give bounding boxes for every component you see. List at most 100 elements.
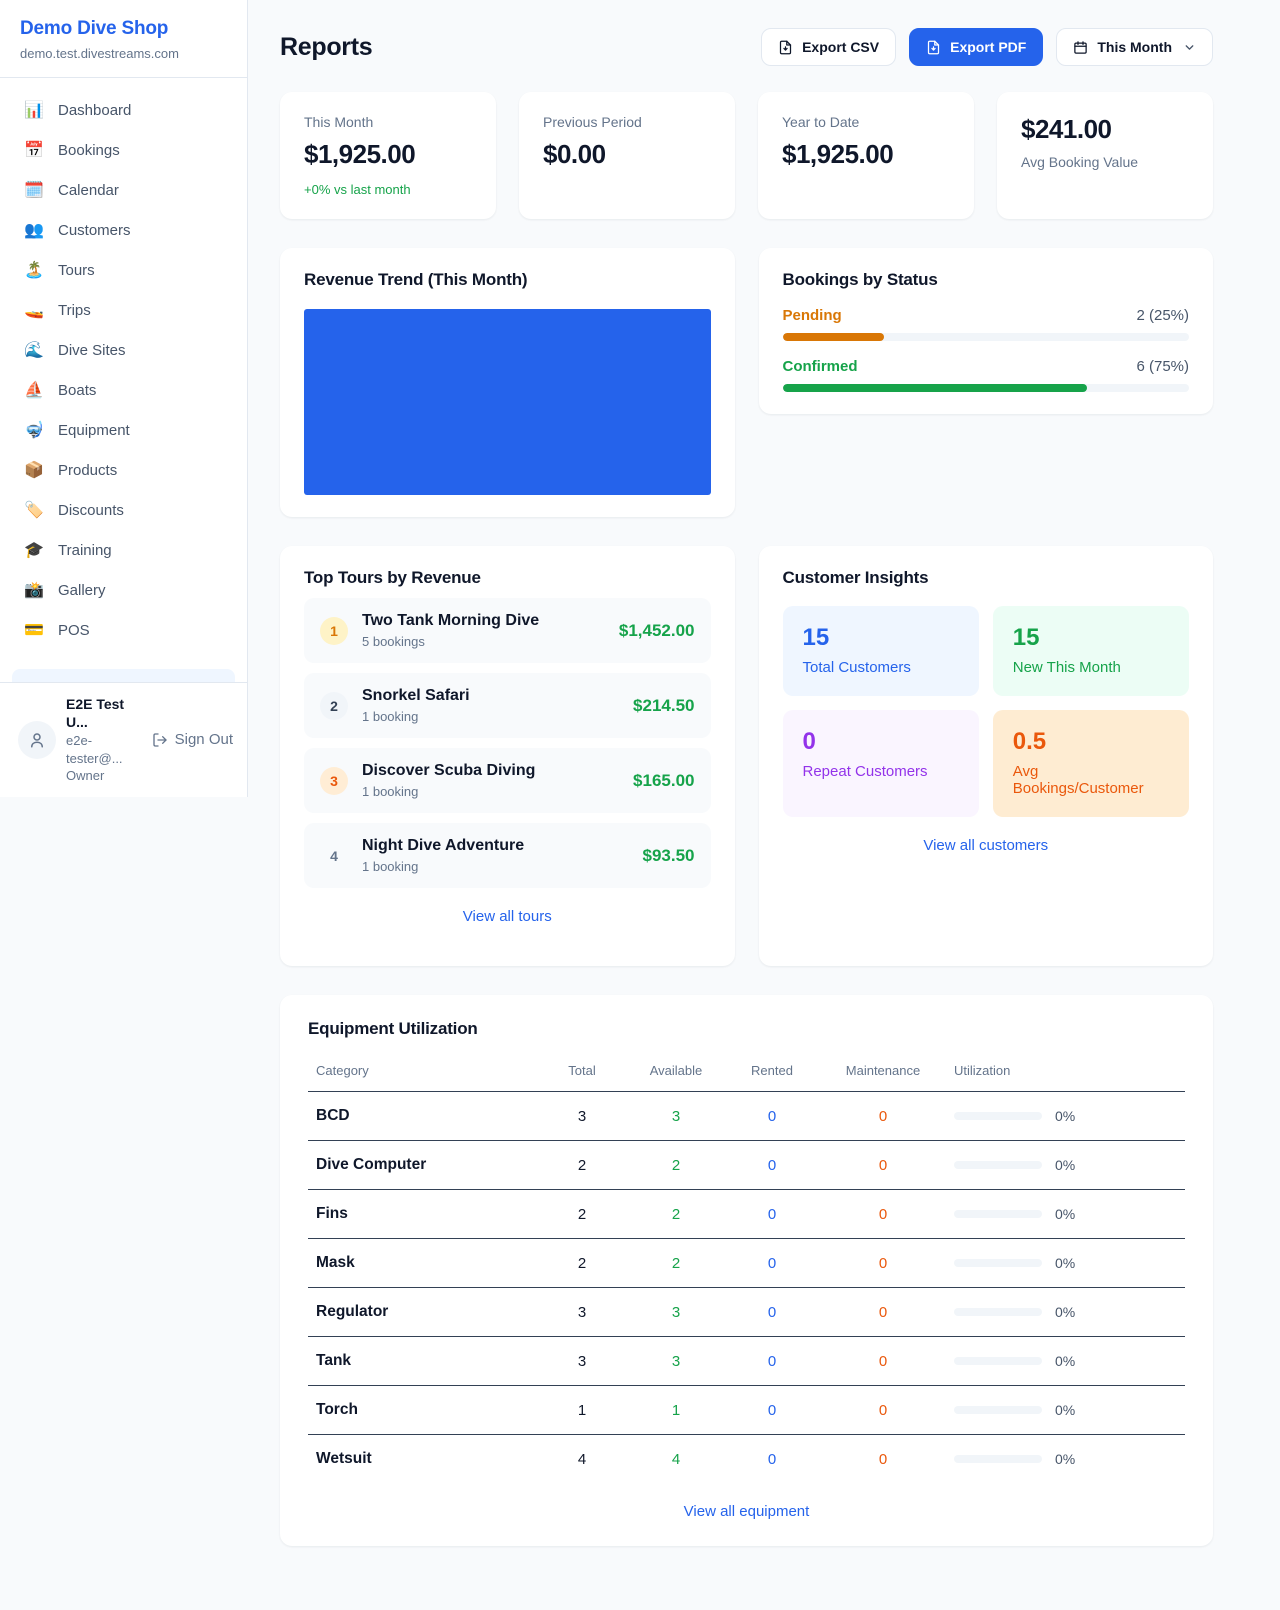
cell-total: 3 <box>536 1091 628 1141</box>
sidebar-item-label: POS <box>58 621 90 639</box>
sidebar-item-pos[interactable]: 💳 POS <box>12 610 235 650</box>
cell-maintenance: 0 <box>820 1140 946 1190</box>
sidebar-item-label: Products <box>58 461 118 479</box>
stat-cards: This Month $1,925.00 +0% vs last month P… <box>280 92 1213 219</box>
period-select[interactable]: This Month <box>1056 28 1213 66</box>
table-row: Dive Computer 2 2 0 0 0% <box>308 1140 1185 1190</box>
bookings-by-status-card: Bookings by Status Pending 2 (25%) Confi… <box>758 248 1213 414</box>
page-title: Reports <box>280 32 373 61</box>
tour-name: Night Dive Adventure <box>362 837 525 854</box>
sidebar-item-dashboard[interactable]: 📊 Dashboard <box>12 90 235 130</box>
view-all-equipment-link[interactable]: View all equipment <box>683 1503 810 1520</box>
sidebar-item-training[interactable]: 🎓 Training <box>12 530 235 570</box>
sidebar-item-label: Calendar <box>58 181 119 199</box>
insight-avg-bookings: 0.5 Avg Bookings/Customer <box>992 710 1189 817</box>
top-tours-card: Top Tours by Revenue 1 Two Tank Morning … <box>280 546 735 966</box>
sidebar-item-label: Equipment <box>58 421 130 439</box>
progress-track <box>782 384 1189 392</box>
sidebar-item-customers[interactable]: 👥 Customers <box>12 210 235 250</box>
sidebar-item-label: Boats <box>58 381 97 399</box>
column-header-maintenance: Maintenance <box>820 1053 946 1092</box>
cell-maintenance: 0 <box>820 1385 946 1435</box>
tour-revenue: $165.00 <box>633 770 695 790</box>
sidebar-item-calendar[interactable]: 🗓️ Calendar <box>12 170 235 210</box>
cell-maintenance: 0 <box>820 1091 946 1141</box>
status-count: 2 (25%) <box>1136 307 1189 324</box>
sign-out-button[interactable]: Sign Out <box>152 731 233 748</box>
cell-available: 1 <box>628 1385 724 1435</box>
insights-grid: 15 Total Customers 15 New This Month 0 R… <box>782 606 1189 817</box>
cell-category: Mask <box>308 1238 536 1288</box>
cell-maintenance: 0 <box>820 1189 946 1239</box>
user-email: e2e-tester@... <box>66 733 123 766</box>
table-row: BCD 3 3 0 0 0% <box>308 1091 1185 1141</box>
export-csv-button[interactable]: Export CSV <box>761 28 897 66</box>
sidebar-item-trips[interactable]: 🚤 Trips <box>12 290 235 330</box>
stat-value: $1,925.00 <box>782 139 894 169</box>
cell-utilization: 0% <box>954 1304 1177 1320</box>
utilization-percent: 0% <box>1055 1402 1076 1418</box>
view-all-customers-link[interactable]: View all customers <box>923 837 1049 854</box>
discounts-icon: 🏷️ <box>24 502 44 519</box>
stat-label: Avg Booking Value <box>1021 154 1139 170</box>
sidebar-item-label: Training <box>58 541 112 559</box>
cell-utilization: 0% <box>954 1353 1177 1369</box>
cell-rented: 0 <box>724 1238 820 1288</box>
sidebar-item-label: Gallery <box>58 581 106 599</box>
shop-domain: demo.test.divestreams.com <box>20 46 179 61</box>
status-label: Pending <box>782 307 842 324</box>
sidebar-item-tours[interactable]: 🏝️ Tours <box>12 250 235 290</box>
status-count: 6 (75%) <box>1136 358 1189 375</box>
user-name: E2E Test U... <box>66 695 125 731</box>
sidebar-item-gallery[interactable]: 📸 Gallery <box>12 570 235 610</box>
sidebar-user-panel: E2E Test U... e2e-tester@... Owner Sign … <box>0 681 247 797</box>
revenue-trend-title: Revenue Trend (This Month) <box>304 270 528 289</box>
file-download-icon <box>779 40 792 54</box>
period-label: This Month <box>1097 39 1172 55</box>
tour-revenue: $93.50 <box>642 845 695 865</box>
cell-total: 3 <box>536 1336 628 1386</box>
cell-total: 2 <box>536 1189 628 1239</box>
shop-name: Demo Dive Shop <box>20 18 169 39</box>
tour-bookings: 1 booking <box>362 859 419 874</box>
cell-category: Fins <box>308 1189 536 1239</box>
sidebar-header: Demo Dive Shop demo.test.divestreams.com <box>0 0 247 78</box>
cell-category: Regulator <box>308 1287 536 1337</box>
sidebar-item-discounts[interactable]: 🏷️ Discounts <box>12 490 235 530</box>
view-all-tours-link[interactable]: View all tours <box>462 908 552 925</box>
trips-icon: 🚤 <box>24 302 44 319</box>
sign-out-label: Sign Out <box>174 731 233 749</box>
rank-badge: 2 <box>320 691 348 720</box>
equipment-utilization-title: Equipment Utilization <box>308 1019 478 1038</box>
sidebar-item-bookings[interactable]: 📅 Bookings <box>12 130 235 170</box>
insight-label: Avg Bookings/Customer <box>1012 763 1144 797</box>
insights-row: Top Tours by Revenue 1 Two Tank Morning … <box>280 546 1213 966</box>
calendar-icon <box>1074 40 1088 54</box>
stat-card-year-to-date: Year to Date $1,925.00 <box>758 92 974 219</box>
progress-fill <box>782 333 885 341</box>
status-row-pending: Pending 2 (25%) <box>782 307 1189 341</box>
export-csv-label: Export CSV <box>802 39 880 55</box>
sidebar-item-label: Discounts <box>58 501 124 519</box>
table-header-row: Category Total Available Rented Maintena… <box>308 1053 1185 1092</box>
tour-name: Discover Scuba Diving <box>362 762 536 779</box>
chevron-down-icon <box>1185 44 1194 50</box>
sidebar-item-equipment[interactable]: 🤿 Equipment <box>12 410 235 450</box>
tour-name: Snorkel Safari <box>362 687 470 704</box>
insight-label: Repeat Customers <box>802 763 928 780</box>
equipment-icon: 🤿 <box>24 422 44 439</box>
page-header: Reports Export CSV Export PDF This Month <box>280 28 1213 66</box>
cell-utilization: 0% <box>954 1206 1177 1222</box>
sidebar-item-boats[interactable]: ⛵ Boats <box>12 370 235 410</box>
export-pdf-button[interactable]: Export PDF <box>909 28 1044 66</box>
gallery-icon: 📸 <box>24 582 44 599</box>
utilization-percent: 0% <box>1055 1304 1076 1320</box>
sidebar-item-dive-sites[interactable]: 🌊 Dive Sites <box>12 330 235 370</box>
cell-available: 2 <box>628 1140 724 1190</box>
cell-utilization: 0% <box>954 1255 1177 1271</box>
stat-card-previous-period: Previous Period $0.00 <box>519 92 735 219</box>
sidebar-item-reports-active-partial[interactable] <box>12 668 235 682</box>
equipment-table: Category Total Available Rented Maintena… <box>308 1053 1185 1483</box>
bookings-by-status-title: Bookings by Status <box>782 270 938 289</box>
sidebar-item-products[interactable]: 📦 Products <box>12 450 235 490</box>
